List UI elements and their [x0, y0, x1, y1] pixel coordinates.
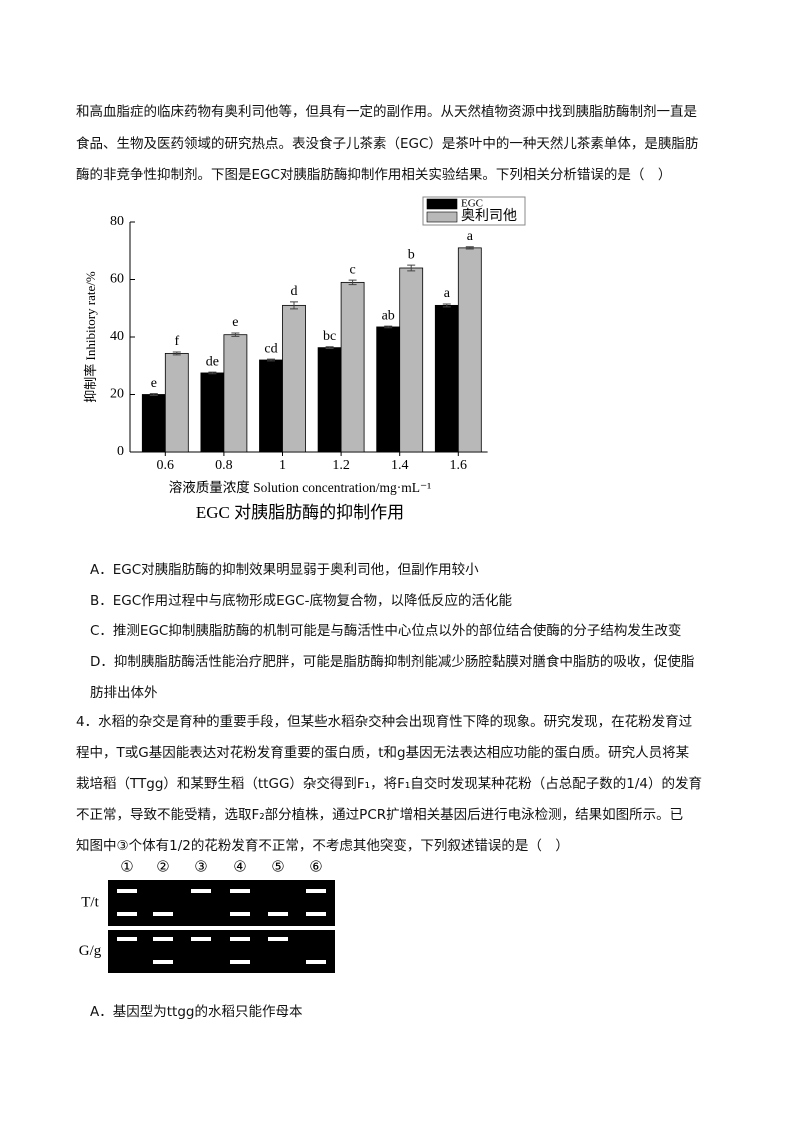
gel-band [191, 937, 211, 941]
bar [141, 394, 166, 453]
bar [164, 352, 189, 453]
error-bar [442, 303, 451, 308]
x-tick-label: 0.8 [215, 458, 233, 473]
gel-band [153, 912, 173, 916]
significance-letter: de [206, 354, 219, 369]
gel-block [108, 930, 335, 973]
option: B．EGC作用过程中与底物形成EGC-底物复合物，以降低反应的活化能 [90, 593, 512, 609]
x-axis-label: 溶液质量浓度 Solution concentration/mg·mL⁻¹ [169, 480, 431, 495]
text-line: 4．水稻的杂交是育种的重要手段，但某些水稻杂交种会出现育性下降的现象。研究发现，… [76, 714, 693, 730]
significance-letter: f [174, 334, 179, 349]
gel-band [306, 960, 326, 964]
bar [282, 304, 306, 453]
y-tick-label: 40 [110, 329, 124, 344]
y-axis-label: 抑制率 Inhibitory rate/% [83, 271, 98, 403]
significance-letter: a [467, 229, 474, 244]
text-line: 不正常，导致不能受精，选取F₂部分植株，通过PCR扩增相关基因后进行电泳检测，结… [76, 807, 684, 823]
option: C．推测EGC抑制胰脂肪酶的机制可能是与酶活性中心位点以外的部位结合使酶的分子结… [90, 623, 682, 639]
legend-swatch [426, 211, 458, 223]
y-tick-label: 0 [117, 444, 124, 459]
text-line: 栽培稻（TTgg）和某野生稻（ttGG）杂交得到F₁，将F₁自交时发现某种花粉（… [76, 776, 702, 792]
gel-band [117, 937, 137, 941]
lane-label: ⑥ [309, 859, 322, 875]
gel-band [230, 912, 250, 916]
lane-label: ② [156, 859, 169, 875]
gel-band [117, 889, 137, 893]
bar [434, 304, 459, 453]
significance-letter: bc [323, 329, 336, 344]
error-bar [384, 325, 393, 329]
error-bar [267, 358, 275, 362]
bar [259, 359, 283, 453]
x-tick-label: 1 [279, 458, 286, 473]
caption: EGC 对胰脂肪酶的抑制作用 [196, 503, 404, 522]
significance-letter: c [349, 262, 355, 277]
bar [340, 281, 365, 453]
text-line: 程中，T或G基因能表达对花粉发育重要的蛋白质，t和g基因无法表达相应功能的蛋白质… [76, 745, 690, 761]
lane-label: ⑤ [271, 859, 284, 875]
option: 肪排出体外 [90, 685, 158, 701]
gel-band [230, 960, 250, 964]
error-bar [172, 351, 181, 356]
row-label: T/t [81, 894, 99, 910]
x-tick-label: 1.2 [332, 458, 350, 473]
option: A．基因型为ttgg的水稻只能作母本 [90, 1004, 303, 1020]
option: A．EGC对胰脂肪酶的抑制效果明显弱于奥利司他，但副作用较小 [90, 562, 479, 578]
gel-band [230, 889, 250, 893]
x-tick-label: 1.4 [391, 458, 409, 473]
gel-band [268, 912, 288, 916]
bar [399, 267, 424, 453]
x-tick-label: 1.6 [450, 458, 468, 473]
error-bar [208, 371, 217, 375]
y-tick-label: 80 [110, 214, 124, 229]
row-label: G/g [79, 943, 102, 959]
bar [200, 372, 225, 453]
bar [376, 326, 401, 453]
bar [317, 347, 342, 453]
significance-letter: e [232, 315, 238, 330]
significance-letter: cd [264, 341, 277, 356]
gel-band [268, 937, 288, 941]
lane-label: ③ [194, 859, 207, 875]
bar [223, 334, 248, 453]
legend-label: EGC [461, 198, 483, 210]
error-bar [231, 332, 240, 337]
y-tick-label: 60 [110, 272, 124, 287]
gel-band [230, 937, 250, 941]
lane-label: ④ [233, 859, 246, 875]
text-line: 食品、生物及医药领域的研究热点。表没食子儿茶素（EGC）是茶叶中的一种天然儿茶素… [76, 135, 699, 152]
text-line: 和高血脂症的临床药物有奥利司他等，但具有一定的副作用。从天然植物资源中找到胰脂肪… [76, 104, 697, 120]
text-line: 知图中③个体有1/2的花粉发育不正常，不考虑其他突变，下列叙述错误的是（ ） [76, 838, 569, 854]
significance-letter: b [408, 247, 415, 262]
error-bar [290, 301, 298, 310]
legend-swatch [426, 198, 458, 210]
gel-band [117, 912, 137, 916]
option: D．抑制胰脂肪酶活性能治疗肥胖，可能是脂肪酶抑制剂能减少肠腔黏膜对膳食中脂肪的吸… [90, 654, 695, 670]
significance-letter: ab [382, 308, 395, 323]
error-bar [465, 246, 474, 250]
gel-band [306, 912, 326, 916]
significance-letter: a [444, 286, 451, 301]
error-bar [407, 264, 416, 272]
gel-band [191, 889, 211, 893]
gel-band [153, 960, 173, 964]
gel-block [108, 880, 335, 926]
x-tick-label: 0.6 [157, 458, 175, 473]
gel-band [153, 937, 173, 941]
error-bar [325, 346, 334, 349]
error-bar [149, 393, 158, 396]
y-tick-label: 20 [110, 387, 124, 402]
significance-letter: d [291, 284, 298, 299]
significance-letter: e [151, 376, 157, 391]
lane-label: ① [120, 859, 133, 875]
gel-band [306, 889, 326, 893]
text-line: 酶的非竞争性抑制剂。下图是EGC对胰脂肪酶抑制作用相关实验结果。下列相关分析错误… [76, 167, 672, 183]
legend-label: 奥利司他 [461, 207, 517, 224]
bar [457, 247, 482, 453]
error-bar [348, 279, 357, 286]
